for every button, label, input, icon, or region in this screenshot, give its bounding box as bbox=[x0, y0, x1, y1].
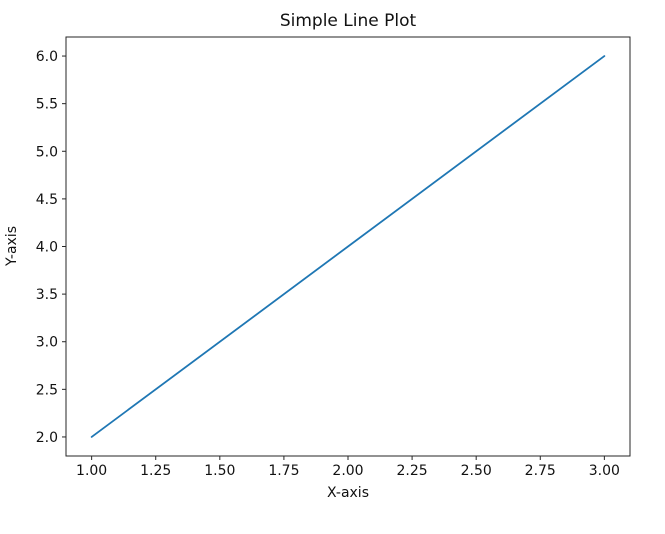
x-axis-label: X-axis bbox=[327, 485, 369, 501]
plot-frame bbox=[65, 36, 631, 457]
y-tick-label: 4.5 bbox=[36, 192, 58, 208]
y-tick-label: 6.0 bbox=[36, 49, 58, 65]
x-tick-label: 1.50 bbox=[204, 463, 235, 479]
x-tick-label: 2.50 bbox=[461, 463, 492, 479]
data-line bbox=[90, 55, 606, 438]
y-tick-label: 5.0 bbox=[36, 144, 58, 160]
y-tick-label: 5.5 bbox=[36, 97, 58, 113]
y-tick-label: 4.0 bbox=[36, 240, 58, 256]
y-axis-label: Y-axis bbox=[4, 226, 20, 267]
plot-layer: 1.00 1.25 1.50 1.75 2.00 2.25 2.50 2.75 3.00 2.0 2… bbox=[36, 36, 631, 479]
x-tick-label: 1.25 bbox=[140, 463, 171, 479]
y-tick-label: 3.0 bbox=[36, 335, 58, 351]
y-tick-label: 2.0 bbox=[36, 430, 58, 446]
x-tick-label: 2.25 bbox=[397, 463, 428, 479]
y-tick-label: 3.5 bbox=[36, 287, 58, 303]
x-tick-label: 2.75 bbox=[525, 463, 556, 479]
x-tick-label: 3.00 bbox=[589, 463, 620, 479]
chart-title: Simple Line Plot bbox=[280, 11, 417, 31]
x-tick-label: 1.00 bbox=[76, 463, 107, 479]
x-tick-label: 1.75 bbox=[268, 463, 299, 479]
x-tick-label: 2.00 bbox=[332, 463, 363, 479]
y-tick-label: 2.5 bbox=[36, 382, 58, 398]
